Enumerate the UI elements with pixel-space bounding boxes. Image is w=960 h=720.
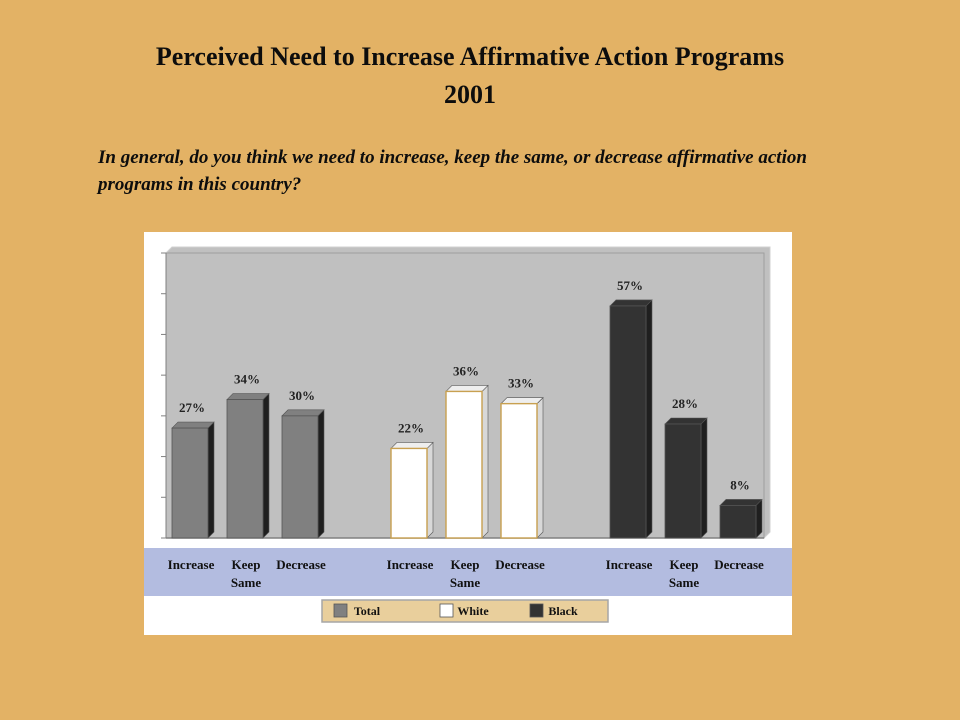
data-label-total-keep-same: 34% <box>234 372 260 387</box>
bar-white-decrease <box>500 402 538 539</box>
bar-total-decrease <box>281 415 319 539</box>
bar-side-black-decrease <box>755 498 763 539</box>
x-tick-label-black-keep-same: Same <box>669 575 700 590</box>
bar-top-total-increase <box>171 421 215 429</box>
data-label-total-increase: 27% <box>179 400 205 415</box>
x-tick-label-total-decrease: Decrease <box>276 557 326 572</box>
x-tick-label-total-keep-same: Same <box>231 575 262 590</box>
legend-swatch-total <box>333 603 348 618</box>
data-label-black-decrease: 8% <box>730 477 750 492</box>
bar-top-black-keep-same <box>664 417 708 425</box>
bar-white-increase <box>390 447 428 539</box>
bar-top-total-decrease <box>281 409 325 417</box>
slide-title: Perceived Need to Increase Affirmative A… <box>40 38 900 114</box>
x-tick-label-black-decrease: Decrease <box>714 557 764 572</box>
legend-label-black: Black <box>548 604 578 618</box>
bar-top-total-keep-same <box>226 393 270 400</box>
bar-total-increase <box>171 427 209 539</box>
x-tick-label-total-keep-same: Keep <box>232 557 261 572</box>
bar-side-total-keep-same <box>262 392 270 539</box>
x-tick-label-white-keep-same: Same <box>450 575 481 590</box>
x-tick-label-white-increase: Increase <box>387 557 434 572</box>
bar-top-white-decrease <box>500 397 544 404</box>
data-label-white-increase: 22% <box>398 420 424 435</box>
x-tick-label-black-keep-same: Keep <box>670 557 699 572</box>
bar-side-total-decrease <box>317 409 325 539</box>
bar-total-keep-same <box>226 399 264 539</box>
x-tick-label-black-increase: Increase <box>606 557 653 572</box>
bar-side-total-increase <box>207 421 215 539</box>
legend-label-white: White <box>457 604 489 618</box>
bar-side-white-decrease <box>536 396 544 539</box>
chart-panel: 27% 34% 30% 22% 36% 33% 57% 28% 8% Increase Keep Sa… <box>144 232 792 635</box>
bar-black-increase <box>609 305 647 539</box>
bar-black-keep-same <box>664 423 702 539</box>
data-label-total-decrease: 30% <box>289 388 315 403</box>
bar-top-black-decrease <box>719 499 763 506</box>
bar-chart: 27% 34% 30% 22% 36% 33% 57% 28% 8% Increase Keep Sa… <box>144 246 792 623</box>
title-line-1: Perceived Need to Increase Affirmative A… <box>155 42 785 71</box>
bar-top-white-increase <box>390 442 434 449</box>
bar-side-black-increase <box>645 299 653 539</box>
bar-side-black-keep-same <box>700 417 708 539</box>
bar-top-white-keep-same <box>445 385 489 392</box>
bar-black-decrease <box>719 505 757 539</box>
data-label-black-increase: 57% <box>617 278 643 293</box>
bar-side-white-increase <box>426 441 434 539</box>
x-tick-label-white-keep-same: Keep <box>451 557 480 572</box>
bar-top-black-increase <box>609 299 653 307</box>
data-label-white-decrease: 33% <box>508 376 534 391</box>
survey-question: In general, do you think we need to incr… <box>98 147 807 195</box>
data-label-white-keep-same: 36% <box>453 363 479 378</box>
x-tick-label-white-decrease: Decrease <box>495 557 545 572</box>
category-label-band <box>144 548 792 596</box>
legend-label-total: Total <box>354 604 381 618</box>
bar-white-keep-same <box>445 390 483 539</box>
title-line-2: 2001 <box>444 80 496 109</box>
data-label-black-keep-same: 28% <box>672 396 698 411</box>
legend-swatch-white <box>439 603 454 618</box>
bar-side-white-keep-same <box>481 384 489 539</box>
x-tick-label-total-increase: Increase <box>168 557 215 572</box>
legend-swatch-black <box>529 603 544 618</box>
